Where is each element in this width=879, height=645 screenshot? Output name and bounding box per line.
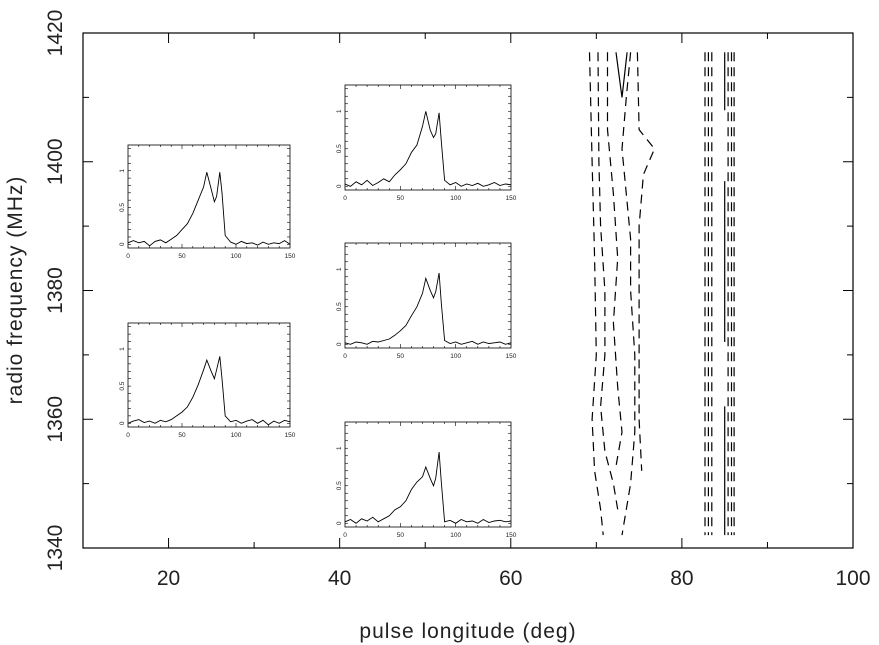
inset-y-tick-label: 0.5 xyxy=(119,381,126,390)
inset-y-tick-label: 0 xyxy=(336,521,343,525)
inset-center-middle: 0 50 100 150 0 0.5 1 xyxy=(336,242,517,360)
inset-x-tick-label: 150 xyxy=(285,253,296,260)
inset-x-tick-label: 0 xyxy=(343,195,347,202)
inset-x-tick-label: 150 xyxy=(506,195,517,202)
inset-x-tick-label: 0 xyxy=(343,353,347,360)
inset-y-tick-label: 1 xyxy=(336,267,343,271)
inset-x-tick-label: 50 xyxy=(397,195,405,202)
inset-x-tick-label: 50 xyxy=(178,432,186,439)
inset-y-tick-label: 1 xyxy=(336,446,343,450)
inset-lower-left: 0 50 100 150 0 0.5 1 xyxy=(119,322,296,439)
x-tick-label: 100 xyxy=(835,567,870,590)
inset-profile-line xyxy=(127,172,291,247)
inset-top-middle: 0 50 100 150 0 0.5 1 xyxy=(336,84,517,202)
inset-frame xyxy=(344,84,512,191)
y-tick-label: 1340 xyxy=(44,525,67,572)
inset-profile-line xyxy=(344,451,512,524)
inset-frame xyxy=(127,322,291,428)
inset-upper-left: 0 50 100 150 0 0.5 1 xyxy=(119,144,296,260)
inset-y-tick-label: 0.5 xyxy=(336,144,343,153)
inset-y-tick-label: 0.5 xyxy=(336,481,343,490)
x-tick-labels: 20 40 60 80 100 xyxy=(157,567,871,590)
inset-x-tick-label: 0 xyxy=(343,532,347,539)
inset-y-tick-label: 1 xyxy=(119,347,126,351)
y-tick-labels: 1340 1360 1380 1400 1420 xyxy=(44,10,67,572)
x-tick-label: 80 xyxy=(670,567,693,590)
inset-y-tick-label: 0 xyxy=(336,184,343,188)
inset-x-tick-label: 0 xyxy=(126,432,130,439)
inset-x-tick-label: 0 xyxy=(126,253,130,260)
inset-frame xyxy=(344,242,512,349)
inset-y-tick-label: 0.5 xyxy=(336,302,343,311)
inset-x-tick-label: 100 xyxy=(231,432,242,439)
inset-y-tick-label: 0 xyxy=(119,421,126,425)
inset-x-tick-label: 150 xyxy=(285,432,296,439)
y-tick-label: 1360 xyxy=(44,396,67,443)
inset-x-tick-label: 100 xyxy=(231,253,242,260)
x-axis-label: pulse longitude (deg) xyxy=(359,620,576,643)
contour-5 xyxy=(621,52,636,536)
inset-x-tick-label: 100 xyxy=(450,195,461,202)
contour-lines xyxy=(588,52,735,536)
inset-x-tick-label: 50 xyxy=(178,253,186,260)
inset-y-tick-label: 1 xyxy=(119,169,126,173)
y-tick-label: 1400 xyxy=(44,138,67,185)
y-axis-label: radio frequency (MHz) xyxy=(4,176,27,405)
contour-4 xyxy=(615,52,628,98)
inset-x-tick-label: 150 xyxy=(506,532,517,539)
inset-profile-line xyxy=(344,272,512,345)
axis-ticks xyxy=(83,33,853,548)
contour-3 xyxy=(606,52,623,471)
inset-x-tick-label: 150 xyxy=(506,353,517,360)
inset-y-tick-label: 0.5 xyxy=(119,203,126,212)
inset-frame xyxy=(127,144,291,249)
y-tick-label: 1380 xyxy=(44,267,67,314)
contour-6 xyxy=(636,52,656,471)
inset-x-tick-label: 100 xyxy=(450,532,461,539)
x-tick-label: 20 xyxy=(157,567,180,590)
x-tick-label: 60 xyxy=(499,567,522,590)
contour-1 xyxy=(588,52,604,536)
inset-profile-line xyxy=(127,356,291,426)
inset-y-tick-label: 1 xyxy=(336,109,343,113)
inset-y-tick-label: 0 xyxy=(119,242,126,246)
inset-frame xyxy=(344,421,512,528)
x-tick-label: 40 xyxy=(328,567,351,590)
contour-2 xyxy=(597,52,619,510)
inset-profile-line xyxy=(344,111,512,187)
y-tick-label: 1420 xyxy=(44,10,67,57)
inset-x-tick-label: 50 xyxy=(397,532,405,539)
inset-bottom-middle: 0 50 100 150 0 0.5 1 xyxy=(336,421,517,539)
inset-x-tick-label: 50 xyxy=(397,353,405,360)
inset-y-tick-label: 0 xyxy=(336,342,343,346)
inset-x-tick-label: 100 xyxy=(450,353,461,360)
